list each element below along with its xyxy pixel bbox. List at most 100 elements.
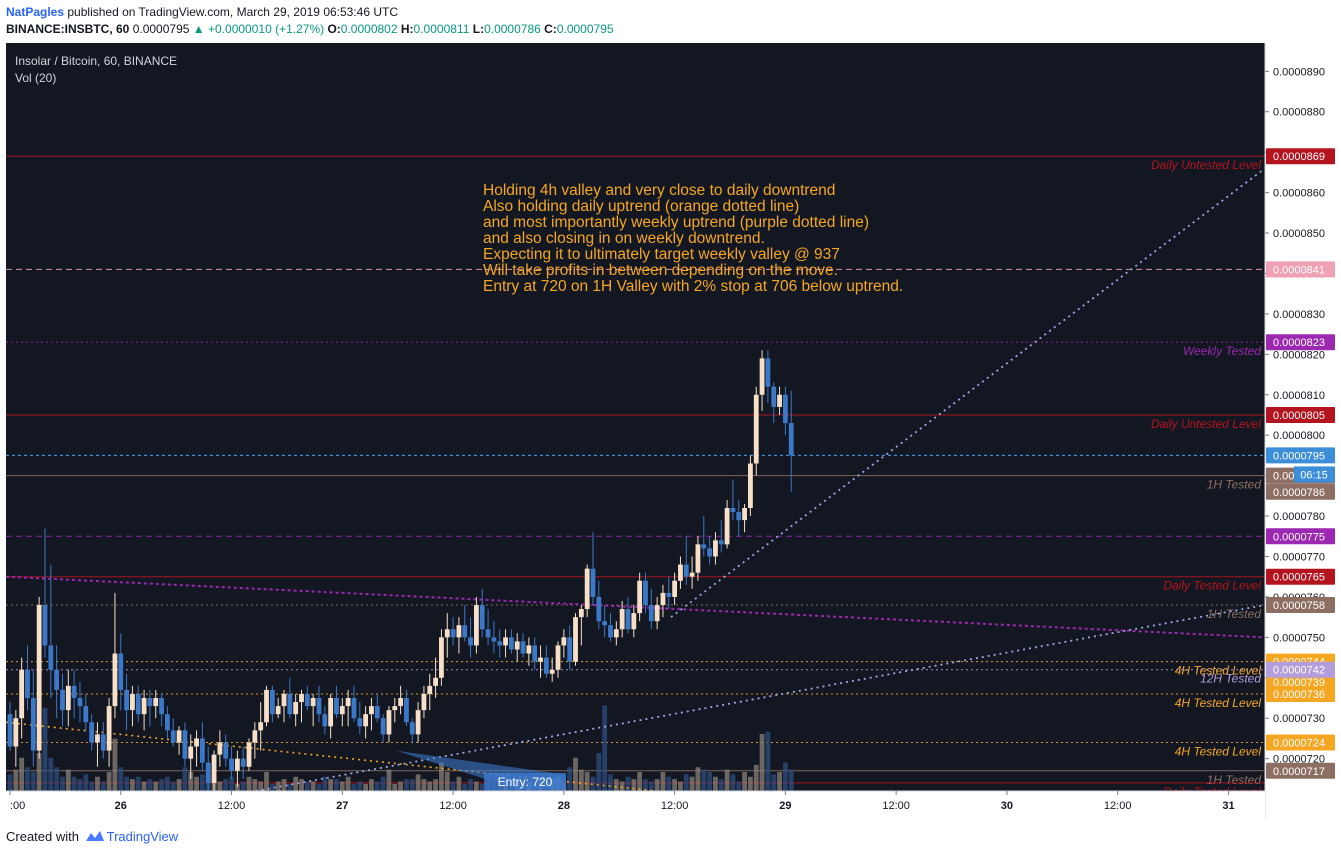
- candle-body: [95, 734, 100, 743]
- volume-bar: [334, 779, 339, 791]
- candle-body: [363, 714, 369, 727]
- candle-body: [36, 605, 42, 751]
- y-tick-label: 0.0000750: [1273, 632, 1325, 644]
- candle-body: [159, 698, 164, 715]
- plot-area[interactable]: [6, 43, 1265, 791]
- y-tick-label: 0.0000730: [1273, 713, 1325, 725]
- annotation-line: and most importantly weekly uptrend (pur…: [483, 214, 869, 231]
- candle-body: [508, 637, 514, 650]
- candle-body: [106, 706, 112, 751]
- x-tick-label: 29: [779, 800, 791, 812]
- candle-body: [683, 564, 689, 577]
- close-label: C:: [544, 22, 557, 36]
- countdown-text: 06:15: [1300, 469, 1328, 481]
- volume-bar: [54, 767, 60, 791]
- volume-bar: [269, 783, 275, 791]
- candle-body: [246, 742, 252, 767]
- candle-body: [771, 386, 777, 407]
- candle-body: [392, 706, 398, 711]
- level-price-badge: [1266, 148, 1335, 165]
- volume-bar: [782, 762, 788, 791]
- open-label: O:: [327, 22, 341, 36]
- time-axis[interactable]: [6, 791, 1265, 820]
- candle-body: [648, 605, 654, 622]
- tradingview-brand[interactable]: TradingView: [106, 829, 179, 844]
- volume-bar: [433, 779, 438, 791]
- volume-bar: [159, 779, 164, 791]
- volume-bar: [363, 783, 369, 791]
- open-value: 0.0000802: [340, 22, 398, 36]
- level-price-badge-text: 0.0000823: [1273, 337, 1325, 349]
- candle-body: [748, 463, 753, 508]
- y-tick-label: 0.0000780: [1273, 511, 1325, 523]
- candle-body: [77, 698, 83, 707]
- close-value: 0.0000795: [556, 22, 614, 36]
- current-price-badge-text: 0.0000795: [1273, 450, 1325, 462]
- candle-body: [322, 714, 328, 727]
- level-price-badge: [1266, 734, 1335, 751]
- candle-body: [118, 653, 124, 690]
- candle-body: [345, 698, 351, 707]
- candle-body: [339, 706, 345, 715]
- daily-uptrend-line: [6, 721, 657, 792]
- candle-body: [334, 698, 339, 715]
- candle-body: [54, 669, 60, 690]
- candle-body: [613, 629, 619, 638]
- volume-bar: [474, 781, 479, 791]
- volume-bar: [339, 781, 345, 791]
- extra-price-badge-text: 0.0000739: [1273, 677, 1325, 689]
- volume-bar: [648, 781, 654, 791]
- volume-bar: [398, 781, 404, 791]
- candle-body: [415, 710, 421, 735]
- volume-bar: [258, 781, 264, 791]
- volume-bar: [619, 781, 625, 791]
- price-chart[interactable]: Daily Untested Level Weekly Tested Daily U…: [6, 43, 1336, 820]
- volume-bar: [65, 769, 71, 791]
- candle-body: [660, 592, 666, 606]
- candle-body: [60, 689, 65, 711]
- author-link[interactable]: NatPagles: [6, 5, 65, 19]
- volume-bar: [713, 776, 718, 791]
- candle-body: [357, 718, 363, 727]
- volume-bar: [678, 781, 683, 791]
- candle-body: [7, 714, 13, 747]
- volume-bar: [689, 776, 695, 791]
- annotation: Entry: 720 Holding 4h valley and very clo…: [396, 182, 903, 791]
- volume-bar: [637, 772, 643, 791]
- volume-bar: [660, 772, 666, 791]
- volume-bar: [293, 776, 299, 791]
- candles: [7, 350, 794, 791]
- volume-bar: [613, 779, 619, 791]
- candle-body: [753, 394, 759, 464]
- publish-text: published on TradingView.com, March 29, …: [67, 5, 399, 19]
- volume-bar: [415, 774, 421, 791]
- volume-bar: [777, 772, 782, 791]
- volume-bar: [322, 776, 328, 791]
- volume-bar: [683, 774, 689, 791]
- x-tick-label: 28: [558, 800, 570, 812]
- volume-bar: [590, 776, 596, 791]
- volume-bar: [170, 781, 176, 791]
- volume-bar: [100, 781, 106, 791]
- x-tick-label: 12:00: [439, 800, 467, 812]
- candle-body: [398, 698, 404, 707]
- volume-bar: [328, 779, 334, 791]
- x-tick-label: :00: [10, 800, 25, 812]
- y-tick-label: 0.0000770: [1273, 551, 1325, 563]
- level-price-badge: [1266, 568, 1335, 585]
- candle-body: [759, 358, 765, 395]
- candle-body: [730, 507, 736, 513]
- level-price-badge-text: 0.0000805: [1273, 410, 1325, 422]
- candle-body: [678, 564, 683, 581]
- candle-body: [328, 698, 334, 727]
- volume-bar: [252, 779, 258, 791]
- candle-body: [217, 742, 223, 755]
- candle-body: [205, 762, 211, 783]
- symbol-bar: BINANCE:INSBTC, 60 0.0000795 ▲ +0.000001…: [6, 22, 614, 36]
- volume-bar: [188, 772, 194, 791]
- candle-body: [742, 507, 747, 521]
- candle-body: [724, 507, 730, 545]
- candle-body: [281, 693, 287, 707]
- candle-body: [555, 645, 561, 670]
- candle-body: [223, 742, 229, 759]
